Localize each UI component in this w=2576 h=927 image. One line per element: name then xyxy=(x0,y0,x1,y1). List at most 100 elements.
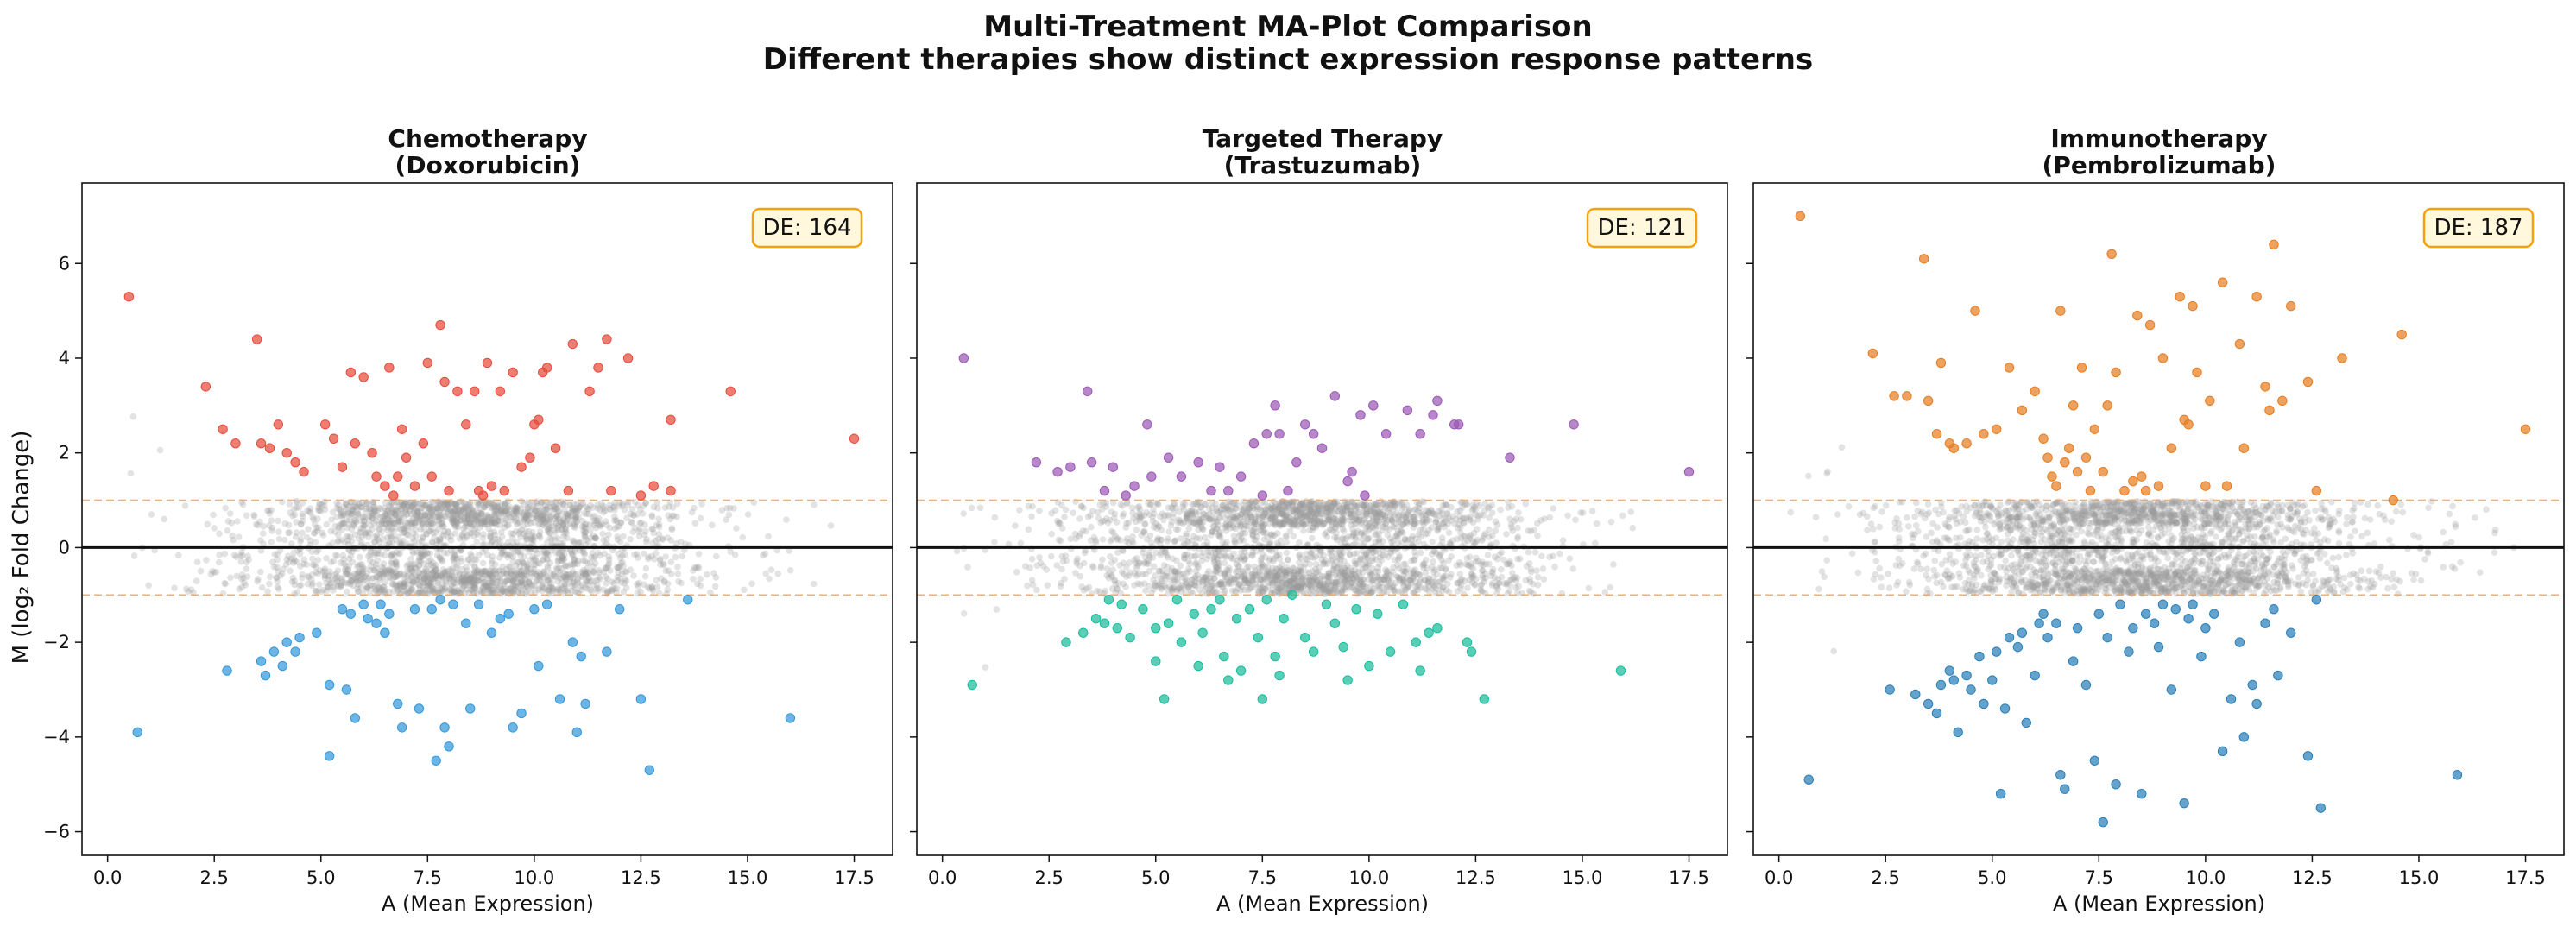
background-point xyxy=(388,525,396,532)
background-point xyxy=(1538,552,1545,560)
background-point xyxy=(523,535,531,543)
background-point xyxy=(517,578,525,585)
background-point xyxy=(369,501,377,508)
background-point xyxy=(340,560,348,567)
background-point xyxy=(1107,538,1114,545)
background-point xyxy=(378,520,385,527)
background-point xyxy=(493,508,501,515)
background-point xyxy=(419,533,426,540)
background-point xyxy=(315,507,322,514)
background-point xyxy=(553,565,561,573)
background-point xyxy=(585,506,592,513)
background-point xyxy=(273,574,281,582)
background-point xyxy=(337,506,344,514)
background-point xyxy=(468,514,476,521)
background-point xyxy=(388,568,395,575)
background-point xyxy=(766,575,773,583)
upregulated-point xyxy=(602,334,612,344)
background-point xyxy=(395,533,401,540)
background-point xyxy=(578,517,586,525)
background-point xyxy=(474,531,481,539)
background-point xyxy=(1282,516,1290,523)
background-point xyxy=(595,521,603,528)
background-point xyxy=(558,581,565,589)
background-point xyxy=(415,563,423,570)
background-point xyxy=(1150,523,1158,531)
background-point xyxy=(491,512,498,519)
background-point xyxy=(458,585,465,593)
background-point xyxy=(380,560,388,567)
background-point xyxy=(512,528,520,535)
background-point xyxy=(1269,564,1276,572)
background-point xyxy=(374,590,381,597)
background-point xyxy=(704,571,710,578)
background-point xyxy=(514,504,521,512)
background-point xyxy=(373,581,380,588)
background-point xyxy=(1171,570,1179,577)
background-point xyxy=(620,533,627,540)
background-point xyxy=(678,579,685,587)
background-point xyxy=(1055,536,1063,544)
background-point xyxy=(554,535,562,542)
background-point xyxy=(490,503,497,511)
background-point xyxy=(1215,533,1223,540)
background-point xyxy=(356,501,363,508)
background-point xyxy=(1195,508,1203,516)
background-point xyxy=(1140,527,1148,534)
background-point xyxy=(333,504,341,512)
background-point xyxy=(373,564,380,571)
background-point xyxy=(392,569,400,576)
background-point xyxy=(675,577,682,585)
background-point xyxy=(318,588,325,596)
background-point xyxy=(416,573,423,580)
background-point xyxy=(1297,505,1304,512)
background-point xyxy=(1291,520,1298,528)
background-point xyxy=(470,515,477,522)
background-point xyxy=(530,537,537,544)
background-point xyxy=(1122,564,1130,571)
background-point xyxy=(394,572,401,579)
background-point xyxy=(424,582,432,590)
background-point xyxy=(564,510,571,518)
background-point xyxy=(270,564,278,571)
background-point xyxy=(522,513,529,520)
upregulated-point xyxy=(218,424,228,434)
background-point xyxy=(570,578,578,585)
background-point xyxy=(670,512,678,520)
background-point xyxy=(551,572,559,580)
background-point xyxy=(381,516,388,524)
background-point xyxy=(461,510,468,517)
background-point xyxy=(565,501,573,508)
background-point xyxy=(382,568,388,575)
background-point xyxy=(398,507,405,514)
background-point xyxy=(458,574,465,582)
background-point xyxy=(692,564,700,571)
background-point xyxy=(439,585,446,593)
background-point xyxy=(433,582,440,589)
background-point xyxy=(389,581,396,589)
background-point xyxy=(418,548,426,555)
background-point xyxy=(230,536,237,544)
background-point xyxy=(432,574,439,582)
background-point xyxy=(418,521,426,528)
background-point xyxy=(480,517,487,525)
background-point xyxy=(265,507,273,514)
background-point xyxy=(1268,577,1275,583)
background-point xyxy=(1411,557,1418,564)
background-point xyxy=(355,511,362,518)
background-point xyxy=(531,508,538,514)
background-point xyxy=(496,514,503,521)
background-point xyxy=(488,519,496,526)
background-point xyxy=(384,514,392,520)
background-point xyxy=(352,503,360,511)
background-point xyxy=(388,509,396,516)
background-point xyxy=(313,548,320,556)
background-point xyxy=(573,501,581,508)
background-point xyxy=(453,520,461,527)
plot-area xyxy=(917,353,1727,704)
background-point xyxy=(257,568,264,576)
background-point xyxy=(1171,577,1178,585)
background-point xyxy=(344,510,350,517)
background-point xyxy=(416,585,423,593)
background-point xyxy=(587,501,594,509)
